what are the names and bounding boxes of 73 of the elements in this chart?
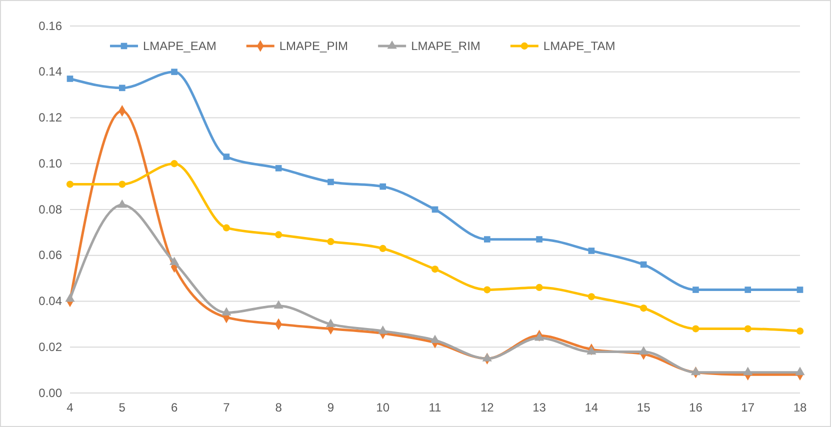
x-tick-label: 10	[376, 400, 390, 415]
point	[588, 248, 595, 254]
point	[118, 180, 126, 188]
point	[170, 160, 178, 168]
point	[171, 68, 178, 76]
y-tick-label: 0.14	[38, 64, 62, 79]
point	[222, 224, 230, 232]
point	[536, 236, 542, 242]
x-tick-label: 4	[66, 400, 74, 415]
point	[379, 244, 386, 252]
x-tick-label: 14	[584, 400, 598, 415]
point	[378, 326, 388, 334]
y-tick-label: 0.16	[38, 18, 62, 33]
point	[223, 154, 230, 160]
y-tick-label: 0.06	[38, 248, 62, 262]
point	[169, 256, 180, 266]
point	[275, 165, 282, 172]
y-tick-label: 0.10	[38, 156, 62, 170]
point	[328, 178, 334, 186]
y-tick-label: 0.02	[38, 340, 62, 354]
point	[66, 180, 74, 188]
y-tick-label: 0.04	[38, 294, 62, 308]
y-tick-label: 0.08	[38, 202, 62, 216]
x-tick-label: 13	[532, 400, 546, 415]
point	[586, 346, 596, 354]
x-tick-label: 12	[480, 400, 494, 415]
legend-label: LMAPE_PIM	[279, 39, 348, 54]
x-tick-label: 9	[327, 400, 334, 415]
point	[118, 84, 126, 92]
x-tick-label: 15	[636, 400, 651, 415]
point	[744, 325, 752, 332]
point	[65, 293, 75, 302]
point	[536, 284, 543, 292]
point	[795, 366, 805, 376]
point	[430, 334, 440, 344]
point	[117, 199, 127, 208]
point	[690, 366, 701, 376]
point	[484, 286, 491, 294]
y-tick-label: 0.12	[38, 110, 62, 125]
point	[796, 328, 804, 335]
point	[222, 307, 232, 316]
point	[640, 304, 648, 312]
point	[743, 366, 753, 376]
legend-label: LMAPE_EAM	[143, 39, 216, 54]
point	[692, 325, 700, 332]
x-tick-label: 18	[793, 400, 807, 415]
point	[588, 293, 595, 300]
point	[640, 261, 647, 268]
point	[482, 353, 492, 362]
point	[431, 266, 439, 273]
point	[432, 206, 438, 213]
point	[692, 286, 699, 293]
x-tick-label: 5	[118, 400, 126, 415]
point	[744, 286, 752, 293]
x-tick-label: 16	[689, 400, 703, 415]
x-tick-label: 6	[170, 400, 178, 415]
point	[534, 332, 544, 341]
x-tick-label: 8	[275, 400, 282, 415]
legend-label: LMAPE_RIM	[411, 39, 480, 54]
point	[327, 238, 334, 246]
legend-label: LMAPE_TAM	[543, 39, 616, 54]
point	[274, 300, 284, 309]
x-tick-label: 7	[223, 400, 230, 415]
point	[275, 231, 282, 238]
point	[796, 286, 804, 293]
x-tick-label: 11	[428, 400, 442, 415]
point	[638, 346, 648, 354]
x-tick-label: 17	[741, 400, 755, 415]
point	[380, 183, 386, 190]
point	[484, 236, 490, 242]
point	[326, 318, 336, 327]
point	[66, 76, 74, 82]
y-tick-label: 0.00	[38, 386, 62, 400]
